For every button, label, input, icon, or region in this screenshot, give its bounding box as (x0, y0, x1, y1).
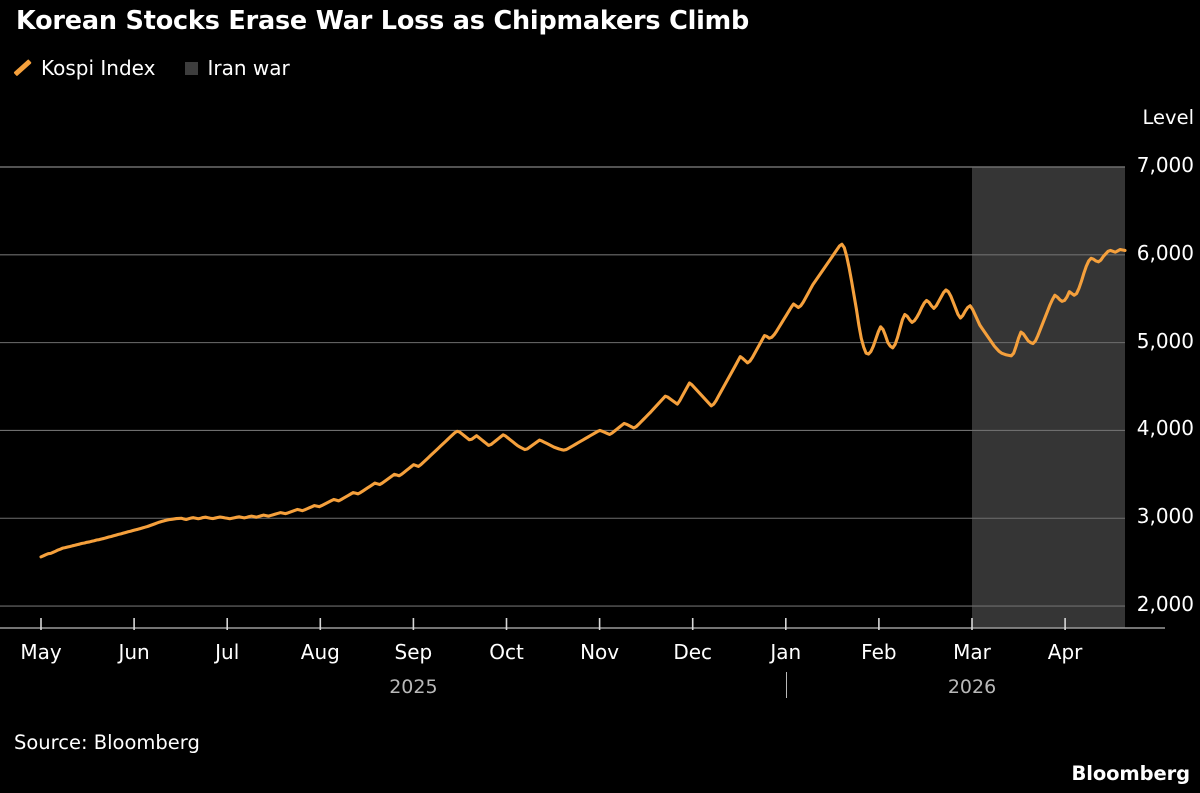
legend-item-kospi-index[interactable]: Kospi Index (14, 58, 155, 78)
series-line-kospi-index (39, 242, 1127, 559)
y-tick-label: 7,000 (1136, 153, 1194, 177)
y-tick-label: 6,000 (1136, 240, 1194, 265)
shaded-band-group (972, 167, 1125, 628)
x-tick-label: Apr (1047, 640, 1083, 664)
x-tick-label: Sep (394, 640, 433, 664)
gridline-group (0, 166, 1125, 607)
line-stroke-icon (14, 59, 32, 77)
chart-legend: Kospi Index Iran war (14, 58, 290, 78)
x-tick-label: Dec (673, 640, 713, 664)
y-tick-label: 2,000 (1136, 592, 1194, 617)
x-tick-label: Mar (953, 640, 991, 664)
x-tick-label: Jun (118, 640, 150, 664)
source-note: Source: Bloomberg (14, 731, 200, 754)
x-tick-label: Aug (300, 640, 340, 664)
legend-item-iran-war[interactable]: Iran war (185, 56, 290, 80)
x-tick-label: Jan (770, 640, 802, 664)
legend-label-iran-war: Iran war (207, 56, 290, 80)
x-tick-label: Jul (215, 640, 240, 664)
x-tick-group (40, 618, 1066, 630)
bloomberg-logo: Bloomberg (1071, 762, 1190, 785)
y-tick-label: 4,000 (1136, 416, 1194, 441)
x-tick-label: May (20, 640, 62, 664)
legend-label-kospi-index: Kospi Index (41, 56, 156, 80)
y-tick-label: 3,000 (1136, 504, 1194, 529)
year-boundary-tick (785, 672, 788, 698)
shaded-band-iran-war (972, 167, 1125, 628)
x-tick-label: Nov (580, 640, 620, 664)
x-year-label: 2026 (947, 676, 997, 698)
x-tick-label: Feb (861, 640, 897, 664)
y-tick-label: 5,000 (1136, 328, 1194, 353)
filled-square-icon (185, 61, 199, 75)
line-chart-svg (0, 166, 1165, 630)
x-tick-label: Oct (489, 640, 524, 664)
plot-area (0, 100, 1200, 630)
page-title: Korean Stocks Erase War Loss as Chipmake… (16, 6, 750, 36)
y-axis-title: Level (1142, 106, 1194, 129)
x-year-label: 2025 (389, 676, 438, 698)
